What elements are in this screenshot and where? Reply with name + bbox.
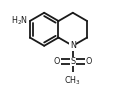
Text: O: O [53, 57, 60, 66]
Text: H$_2$N: H$_2$N [11, 14, 28, 27]
Text: O: O [85, 57, 91, 66]
Text: N: N [69, 41, 75, 50]
Text: S: S [70, 57, 75, 66]
Text: CH$_3$: CH$_3$ [64, 75, 80, 87]
